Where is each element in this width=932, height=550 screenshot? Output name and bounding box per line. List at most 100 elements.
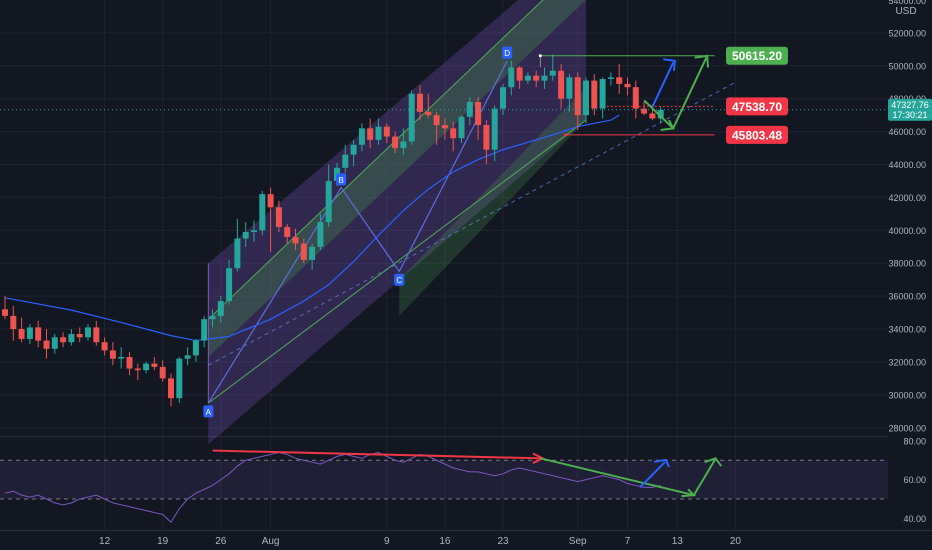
channel-lower-band xyxy=(399,87,586,316)
pattern-labels: A B C D xyxy=(203,46,513,418)
candle-body xyxy=(433,115,440,126)
price-tick-label: 42000.00 xyxy=(888,193,926,203)
time-tick-label: 7 xyxy=(625,536,631,547)
price-tag-box xyxy=(726,46,788,65)
rsi-tick-label: 40.00 xyxy=(903,514,926,524)
candle-body xyxy=(234,238,241,269)
time-tick-label: 16 xyxy=(439,536,451,547)
rsi-blue-arrow xyxy=(639,461,666,489)
candle-body xyxy=(375,126,382,140)
candle-body xyxy=(217,301,224,316)
candle-body xyxy=(566,77,573,99)
projection-levels: 50615.20 47538.70 45803.48 xyxy=(0,46,888,144)
target-dot xyxy=(538,54,542,58)
blue-arrow xyxy=(651,62,675,108)
candle-body xyxy=(591,80,598,109)
candle-body xyxy=(242,231,249,239)
time-tick-label: 26 xyxy=(215,536,227,547)
candle-body xyxy=(126,357,133,369)
candle-body xyxy=(18,329,25,339)
candle-body xyxy=(607,77,614,79)
candle-body xyxy=(325,180,332,223)
rsi-green-arrowhead xyxy=(704,457,723,467)
candle-body xyxy=(466,102,473,117)
rsi-red-trend xyxy=(212,449,541,460)
candle-body xyxy=(2,309,8,316)
price-tag-value: 45803.48 xyxy=(732,128,782,142)
candle-body xyxy=(392,136,399,149)
candle-body xyxy=(93,327,100,343)
candle-body xyxy=(10,315,17,330)
price-tick-label: 34000.00 xyxy=(888,325,926,335)
pattern-label-box xyxy=(394,273,405,286)
time-axis[interactable]: 12 19 26 Aug 9 16 23 Sep 7 13 20 xyxy=(0,530,932,550)
candle-body xyxy=(259,194,266,231)
candle-body xyxy=(417,93,423,112)
candle-body xyxy=(367,128,374,140)
pattern-label: B xyxy=(338,176,343,185)
stop-dot xyxy=(563,133,567,137)
time-tick-label: 19 xyxy=(157,536,169,547)
candle-body xyxy=(524,75,531,81)
rsi-panel xyxy=(0,449,888,524)
time-tick-label: Sep xyxy=(569,536,587,547)
rsi-band xyxy=(0,460,888,499)
candle-body xyxy=(358,128,365,145)
candle-body xyxy=(209,315,216,320)
currency-label: USD xyxy=(895,6,916,17)
candle-body xyxy=(657,109,664,119)
candle-body xyxy=(425,111,432,116)
pattern-label-box xyxy=(502,46,513,59)
price-tick-label: 32000.00 xyxy=(888,357,926,367)
candle-body xyxy=(500,87,506,109)
candle-body xyxy=(475,102,482,126)
pattern-label: A xyxy=(206,408,212,417)
time-tick-label: 9 xyxy=(384,536,390,547)
candle-body xyxy=(35,327,42,341)
candle-body xyxy=(616,77,623,84)
candle-body xyxy=(168,378,174,399)
candle-body xyxy=(599,78,606,109)
candle-body xyxy=(118,357,125,359)
price-tick-label-top: 54000.00 xyxy=(888,0,926,6)
rsi-green-arrowhead-mid xyxy=(681,488,697,498)
channel-upper-band xyxy=(208,0,586,358)
green-arrowhead xyxy=(694,54,710,68)
pattern-label-box xyxy=(336,173,347,186)
blue-arrowhead xyxy=(663,58,676,71)
candle-body xyxy=(226,268,233,302)
candle-body xyxy=(632,87,639,109)
candle-body xyxy=(176,358,183,399)
candle-body xyxy=(383,126,390,137)
candle-body xyxy=(184,355,191,359)
price-tick-label: 30000.00 xyxy=(888,390,926,400)
price-channel xyxy=(207,0,736,445)
candle-body xyxy=(292,236,299,244)
price-tick-label: 38000.00 xyxy=(888,259,926,269)
price-tick-label: 40000.00 xyxy=(888,226,926,236)
rsi-blue-arrowhead xyxy=(653,458,670,468)
price-tag-box xyxy=(726,97,788,116)
abcd-line xyxy=(207,60,508,404)
price-axis[interactable]: 28000.00 30000.00 32000.00 34000.00 36000.00… xyxy=(888,0,932,530)
candle-body xyxy=(350,144,357,155)
rsi-tick-label: 80.00 xyxy=(903,436,926,446)
candle-body xyxy=(275,207,282,228)
candle-body xyxy=(159,366,166,379)
moving-average-line xyxy=(4,114,620,342)
candle-body xyxy=(309,246,316,260)
candle-body xyxy=(143,363,150,371)
candle-body xyxy=(583,80,589,116)
candle-body xyxy=(251,230,257,232)
pattern-label: C xyxy=(396,276,402,285)
candle-body xyxy=(558,70,565,99)
candle-body xyxy=(101,342,108,351)
price-tick-label: 52000.00 xyxy=(888,28,926,38)
candle-body xyxy=(516,67,523,81)
price-tag-box xyxy=(726,125,788,144)
time-tick-label: Aug xyxy=(262,536,280,547)
price-axis-bg xyxy=(888,0,932,530)
time-tick-label: 13 xyxy=(672,536,684,547)
candle-body xyxy=(60,337,67,343)
